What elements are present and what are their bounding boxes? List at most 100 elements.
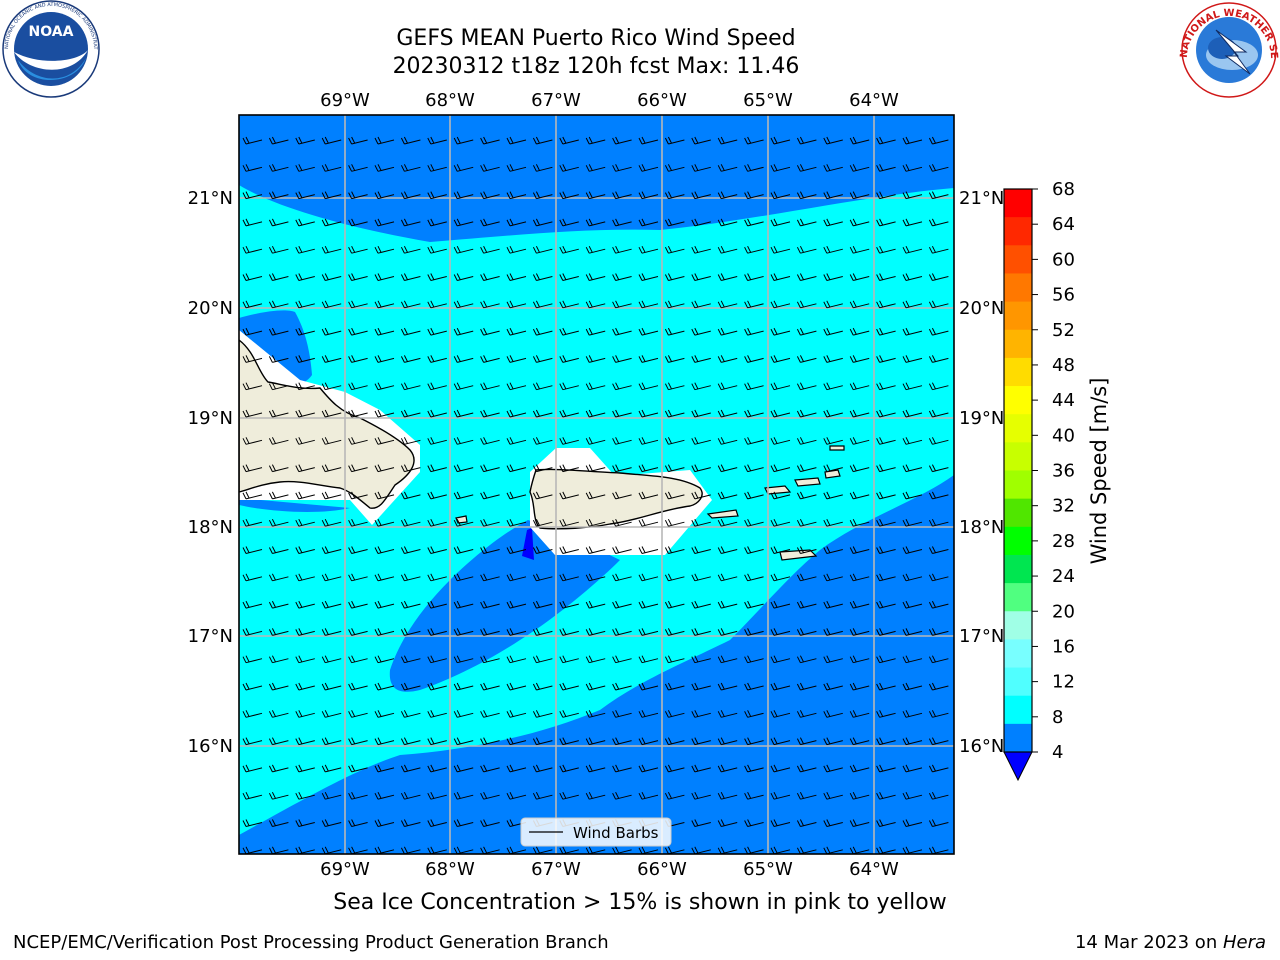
wind-barb [849,846,870,854]
wind-barb [506,464,527,473]
wind-barb [638,491,659,500]
wind-barb [374,791,395,800]
wind-barb [876,846,896,854]
wind-barb [876,382,896,391]
wind-barb [664,764,685,773]
wind-barb [268,164,289,172]
wind-barb [559,573,579,582]
wind-barb [427,546,447,554]
wind-barb [638,245,659,254]
wind-barb [480,491,500,500]
wind-barb [268,819,289,827]
wind-barb [295,245,315,254]
lon-label: 64°W [849,859,899,880]
wind-barb [453,409,474,418]
wind-barb [796,164,817,172]
wind-barb [400,628,421,636]
footer-host: Hera [1222,932,1266,953]
wind-band-4-8-tongue [389,520,620,692]
wind-barb [691,819,711,827]
wind-barb [506,273,527,281]
wind-barb [691,300,711,309]
wind-barb [559,327,579,336]
wind-barb [242,245,263,254]
wind-barb [374,300,395,309]
wind-barb [321,764,342,773]
wind-barb [532,546,553,554]
wind-barb [532,382,553,391]
wind-barb [876,191,896,200]
wind-barb [559,791,579,800]
wind-barb [612,518,632,527]
wind-barb [321,437,342,445]
wind-barb [374,628,395,636]
wind-barb [559,600,579,609]
wind-barb [770,628,791,636]
wind-barb [876,437,896,445]
wind-barb [559,245,579,254]
wind-barb [374,409,395,418]
footer-date-text: 14 Mar 2023 on [1074,932,1223,953]
wind-barb [400,245,421,254]
wind-barb [612,382,632,391]
wind-barb [612,437,632,445]
sea-ice-note: Sea Ice Concentration > 15% is shown in … [333,890,947,915]
wind-barb [823,846,843,854]
wind-barb [480,764,500,773]
wind-barb [928,846,949,854]
wind-barb [374,546,395,554]
lat-label: 17°N [188,626,233,647]
wind-barb [849,600,870,609]
colorbar-tick-label: 64 [1052,214,1075,235]
wind-barb [559,546,579,554]
wind-barb [400,300,421,309]
wind-barb [638,710,659,718]
wind-barb [876,600,896,609]
colorbar-tick-label: 68 [1052,179,1075,200]
wind-barb [876,628,896,636]
wind-barb [374,327,395,336]
wind-barb [744,518,764,527]
lat-label: 19°N [959,408,1004,429]
wind-barb [928,573,949,582]
wind-barb [480,682,500,691]
wind-barb [480,327,500,336]
wind-barb [374,819,395,827]
wind-barb [400,327,421,336]
wind-barb [717,273,738,281]
lon-labels-top: 69°W 68°W 67°W 66°W 65°W 64°W [320,90,899,111]
wind-barb [638,546,659,554]
lat-label: 20°N [959,298,1004,319]
wind-barb [321,819,342,827]
wind-barb [638,191,659,200]
wind-barb [268,710,289,718]
wind-barb [823,136,843,145]
wind-barb [691,573,711,582]
wind-barb [612,573,632,582]
colorbar: 68 64 60 56 52 48 44 40 36 32 28 24 20 16 12 8 4 [1003,179,1075,782]
wind-barb [321,300,342,309]
wind-barb [506,136,527,145]
wind-barb [242,491,263,500]
wind-barb [427,437,447,445]
wind-barb [664,300,685,309]
wind-barb [400,737,421,746]
wind-barb [427,628,447,636]
wind-barb [268,764,289,773]
wind-barb [717,327,738,336]
wind-barb [295,437,315,445]
wind-barb [770,846,791,854]
wind-barb [664,846,685,854]
lat-label: 16°N [188,736,233,757]
wind-barb [295,464,315,473]
wind-barb [400,819,421,827]
wind-barb [902,655,923,664]
wind-barb [744,600,764,609]
wind-barb [400,355,421,363]
wind-barb [612,218,632,227]
wind-barb [585,546,606,554]
wind-barb [559,682,579,691]
wind-barb [400,518,421,527]
wind-barb [796,737,817,746]
wind-barb [796,546,817,554]
